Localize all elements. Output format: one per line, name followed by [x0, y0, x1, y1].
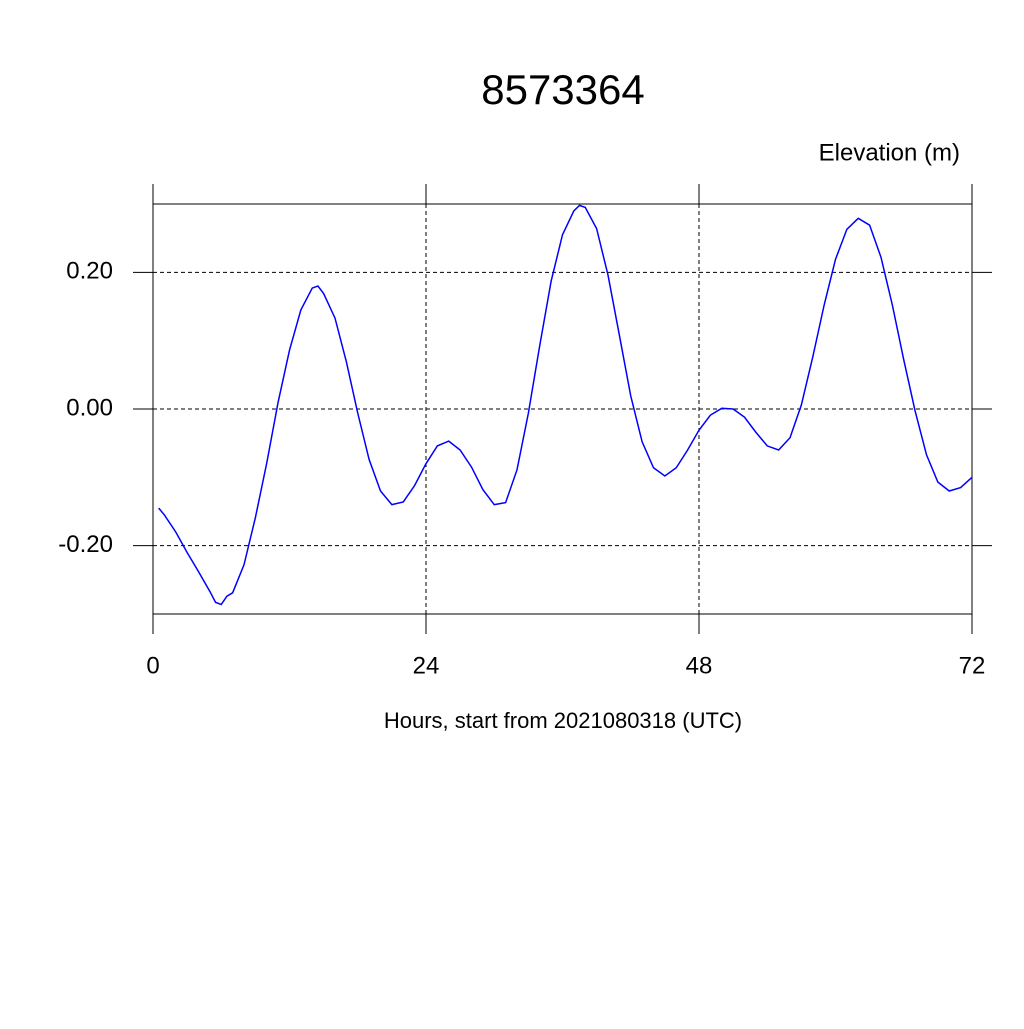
x-axis-label: Hours, start from 2021080318 (UTC): [384, 708, 742, 733]
y-tick-label: -0.20: [58, 531, 113, 558]
x-tick-label: 0: [146, 652, 159, 679]
y-axis-label: Elevation (m): [819, 139, 960, 166]
y-tick-label: 0.20: [66, 258, 113, 285]
x-tick-label: 48: [686, 652, 713, 679]
chart-title: 8573364: [481, 66, 645, 113]
x-tick-label: 72: [959, 652, 986, 679]
y-tick-label: 0.00: [66, 394, 113, 421]
x-tick-label: 24: [413, 652, 440, 679]
data-line: [158, 204, 973, 606]
